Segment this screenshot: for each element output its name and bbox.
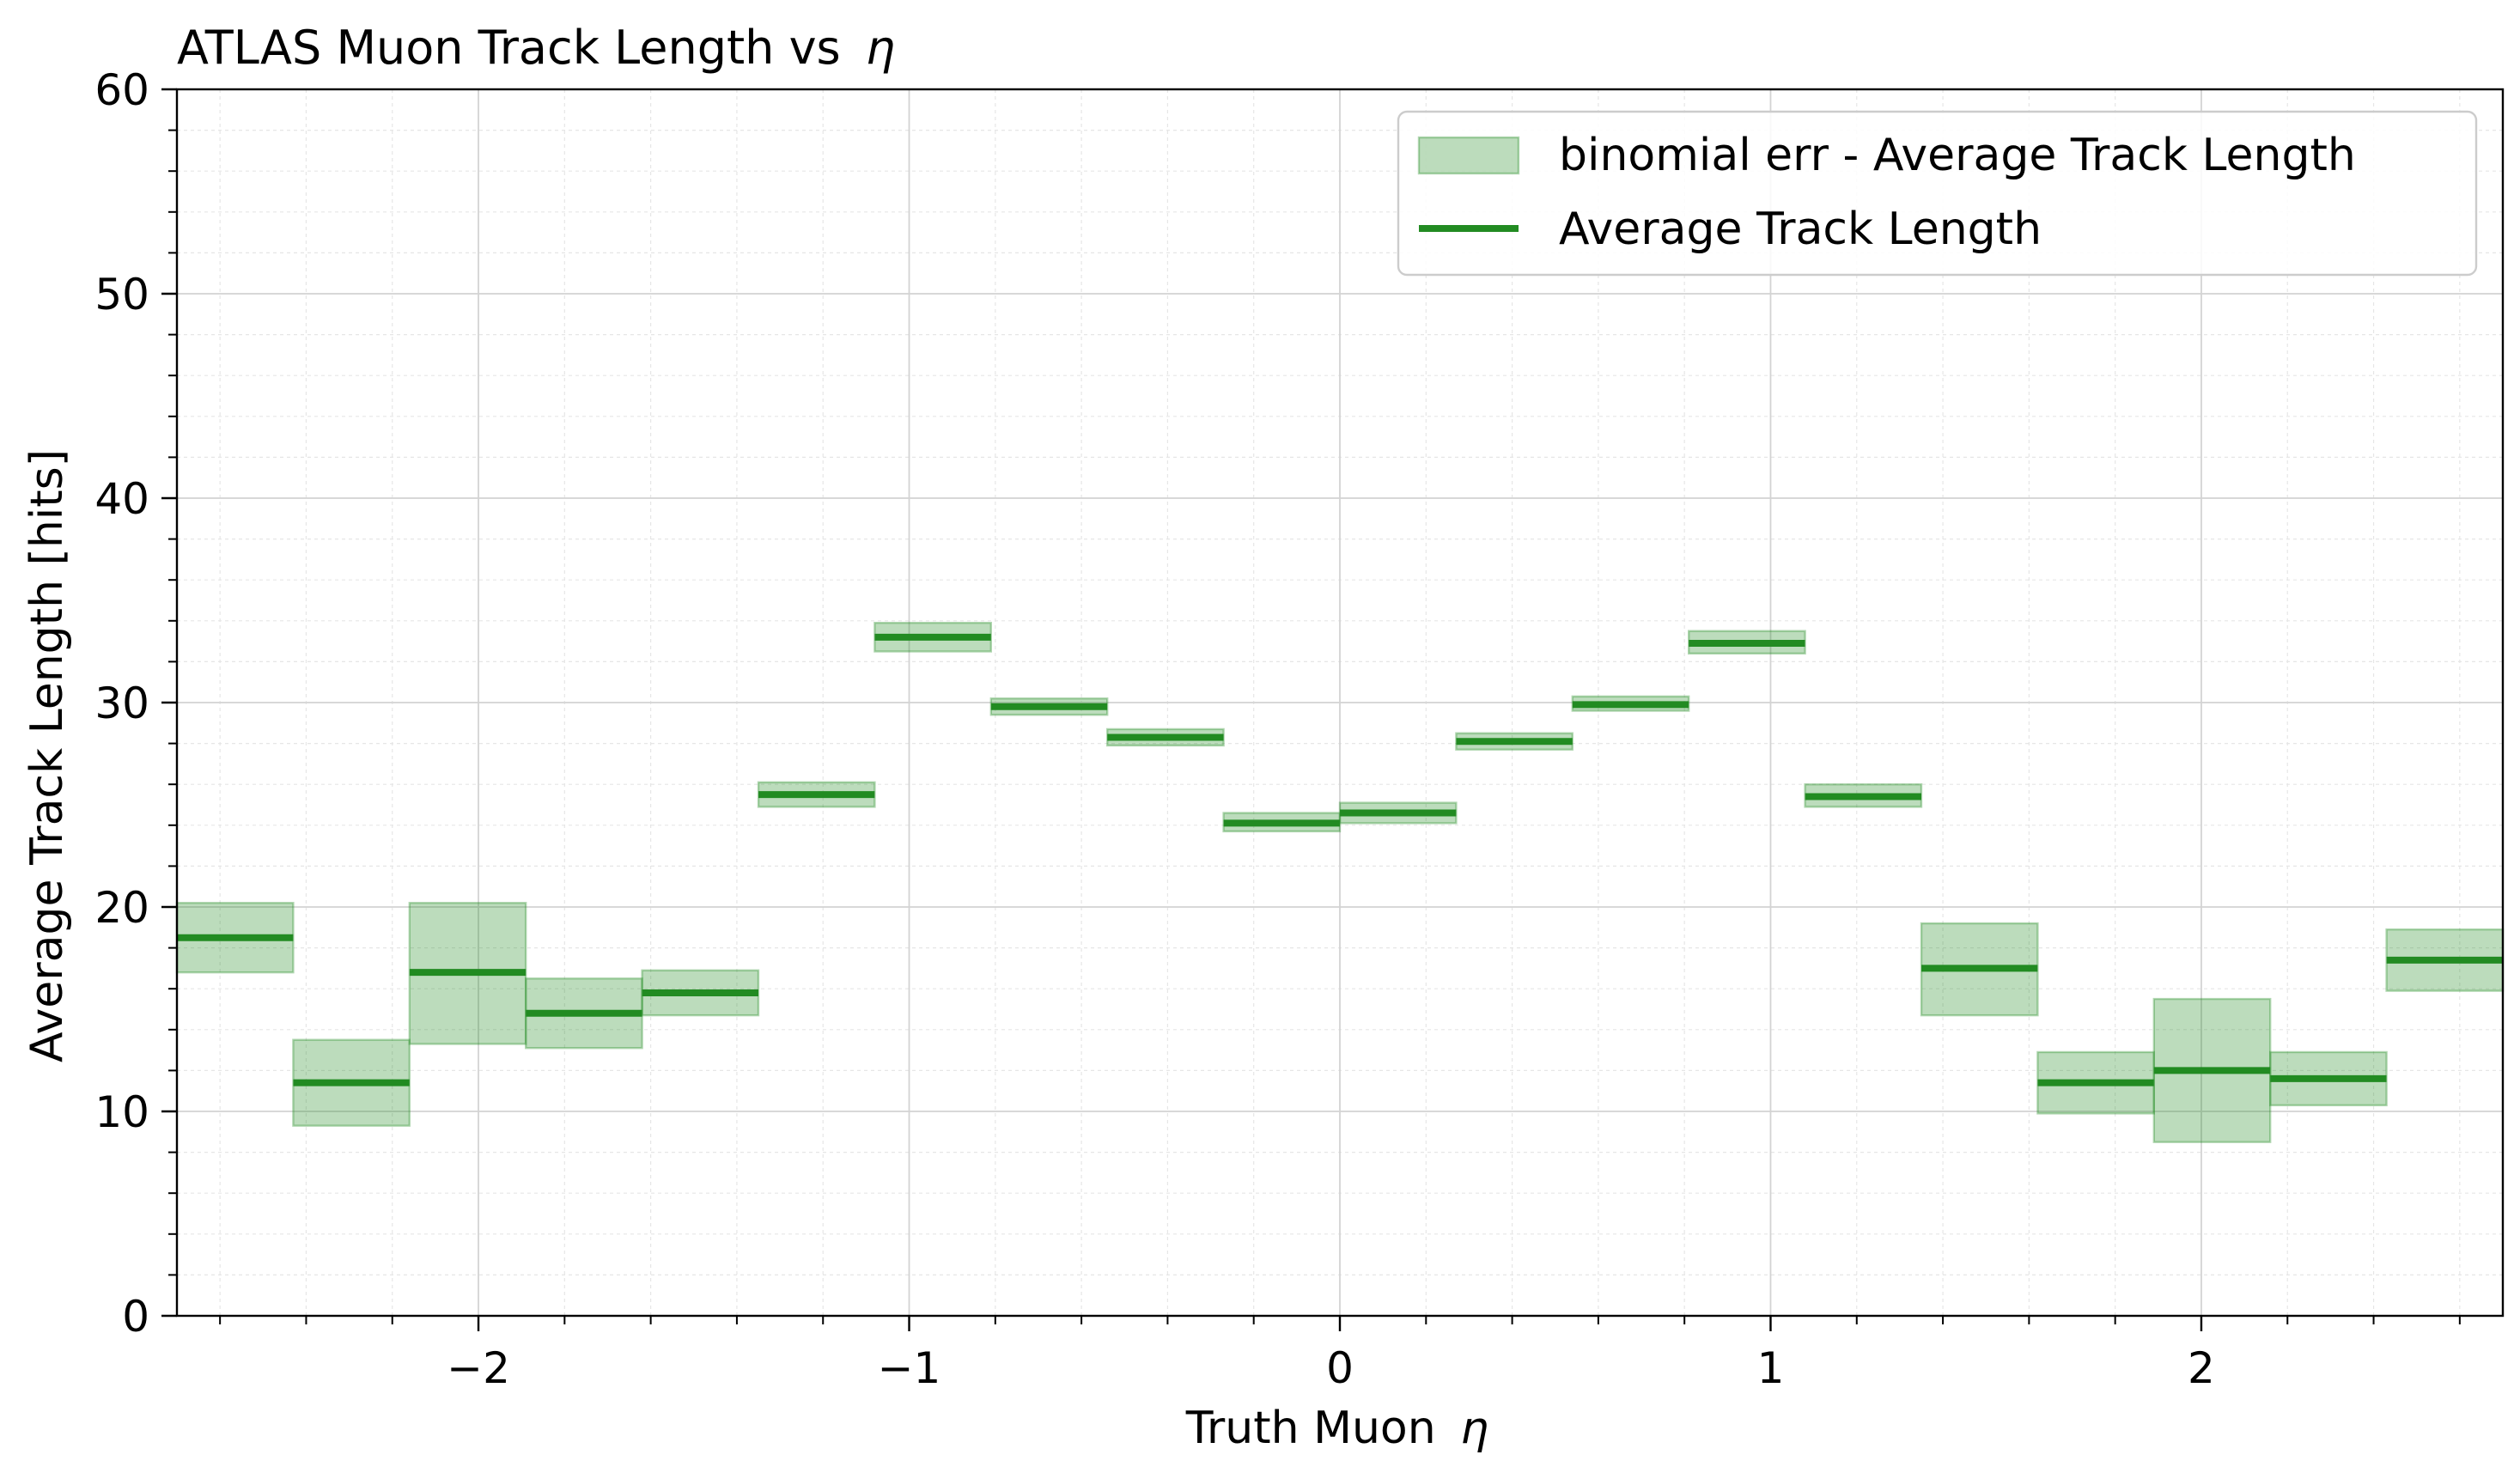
x-axis-label: Truth Muon η	[1185, 1403, 1488, 1454]
y-tick-label: 20	[94, 883, 149, 933]
chart-title-text: ATLAS Muon Track Length vs	[177, 21, 841, 75]
x-axis-eta-symbol: η	[1460, 1403, 1488, 1454]
legend-label-line: Average Track Length	[1559, 204, 2042, 255]
legend-box	[1397, 110, 2478, 277]
x-tick-label: 2	[2188, 1343, 2215, 1393]
y-axis-label: Average Track Length [hits]	[21, 449, 73, 1062]
chart-title: ATLAS Muon Track Length vs η	[177, 21, 895, 75]
legend-label-band: binomial err - Average Track Length	[1559, 130, 2356, 181]
x-axis-label-text: Truth Muon	[1185, 1403, 1436, 1454]
legend-swatch-band	[1417, 136, 1520, 175]
chart-title-eta-symbol: η	[866, 21, 895, 75]
x-tick-label: −1	[878, 1343, 941, 1393]
axis-ticks	[161, 88, 2461, 1331]
y-tick-label: 10	[94, 1087, 149, 1137]
average-lines	[177, 633, 2503, 1086]
x-tick-label: 0	[1326, 1343, 1354, 1393]
x-tick-label: 1	[1757, 1343, 1785, 1393]
legend: binomial err - Average Track Length Aver…	[1397, 110, 2478, 277]
y-tick-label: 50	[94, 270, 149, 320]
y-tick-label: 0	[122, 1292, 149, 1342]
y-tick-label: 60	[94, 65, 149, 115]
y-tick-label: 30	[94, 679, 149, 728]
x-tick-label: −2	[447, 1343, 510, 1393]
y-tick-label: 40	[94, 474, 149, 524]
major-grid	[177, 89, 2503, 1316]
